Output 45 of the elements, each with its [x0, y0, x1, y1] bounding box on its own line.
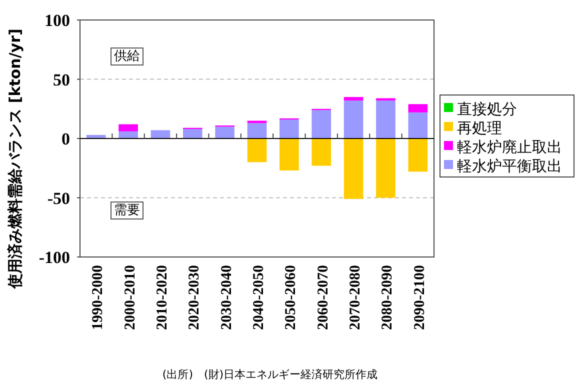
- bar: [182, 129, 202, 138]
- bar: [376, 100, 396, 138]
- bar: [118, 131, 138, 138]
- text: (出所) (財)日本エネルギー経済研究所作成: [162, 368, 378, 381]
- bar: [312, 138, 332, 166]
- y-tick-label: 50: [53, 70, 70, 90]
- legend-label: 軽水炉廃止取出: [457, 138, 562, 156]
- bar: [408, 112, 428, 138]
- x-tick-label: 2060-2070: [315, 265, 332, 330]
- x-tick-label: 2070-2080: [348, 265, 364, 330]
- annotation: 需要: [114, 203, 140, 218]
- x-tick-label: 2080-2090: [380, 265, 396, 330]
- bar: [247, 123, 267, 138]
- x-tick-label: 2000-2010: [122, 265, 138, 330]
- y-tick-label: 100: [44, 11, 70, 30]
- bar: [376, 138, 396, 198]
- bar: [247, 120, 267, 124]
- bar: [150, 130, 170, 138]
- bar: [408, 138, 428, 172]
- bar: [118, 124, 138, 132]
- x-tick-label: 2020-2030: [186, 265, 203, 330]
- y-tick-label: -50: [47, 188, 70, 208]
- x-tick-label: 2040-2050: [251, 265, 267, 330]
- bar: [344, 100, 364, 138]
- annotation: 供給: [114, 49, 140, 64]
- bar: [344, 138, 364, 199]
- bar: [344, 97, 364, 101]
- x-tick-label: 1990-2000: [90, 265, 106, 330]
- x-tick-label: 2050-2060: [283, 265, 300, 330]
- bar: [215, 126, 234, 138]
- legend-label: 直接処分: [457, 100, 517, 118]
- x-tick-label: 2090-2100: [412, 265, 428, 330]
- bar: [376, 98, 396, 101]
- legend-label: 軽水炉平衡取出: [457, 157, 562, 175]
- y-axis-title: 使用済み燃料需給バランス [kton/yr]: [6, 28, 24, 290]
- bar: [280, 138, 299, 170]
- bar: [280, 120, 299, 138]
- y-tick-label: -100: [38, 248, 70, 267]
- x-tick-label: 2030-2040: [218, 265, 235, 330]
- bar: [312, 110, 332, 138]
- x-tick-label: 2010-2020: [154, 265, 170, 330]
- y-tick-label: 0: [62, 130, 70, 148]
- bar: [408, 104, 428, 112]
- legend-label: 再処理: [457, 119, 502, 137]
- bar: [247, 138, 267, 162]
